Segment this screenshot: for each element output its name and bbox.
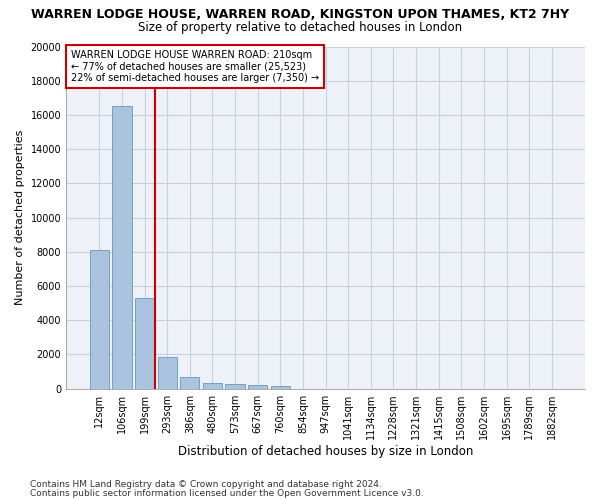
Y-axis label: Number of detached properties: Number of detached properties — [15, 130, 25, 305]
Text: WARREN LODGE HOUSE WARREN ROAD: 210sqm
← 77% of detached houses are smaller (25,: WARREN LODGE HOUSE WARREN ROAD: 210sqm ←… — [71, 50, 319, 83]
Bar — [180, 376, 199, 388]
Bar — [248, 385, 268, 388]
Bar — [90, 250, 109, 388]
Text: Contains public sector information licensed under the Open Government Licence v3: Contains public sector information licen… — [30, 489, 424, 498]
Text: WARREN LODGE HOUSE, WARREN ROAD, KINGSTON UPON THAMES, KT2 7HY: WARREN LODGE HOUSE, WARREN ROAD, KINGSTO… — [31, 8, 569, 20]
Bar — [158, 357, 177, 388]
Bar — [271, 386, 290, 388]
X-axis label: Distribution of detached houses by size in London: Distribution of detached houses by size … — [178, 444, 473, 458]
Bar — [112, 106, 131, 388]
Text: Contains HM Land Registry data © Crown copyright and database right 2024.: Contains HM Land Registry data © Crown c… — [30, 480, 382, 489]
Text: Size of property relative to detached houses in London: Size of property relative to detached ho… — [138, 21, 462, 34]
Bar — [226, 384, 245, 388]
Bar — [135, 298, 154, 388]
Bar — [203, 382, 222, 388]
